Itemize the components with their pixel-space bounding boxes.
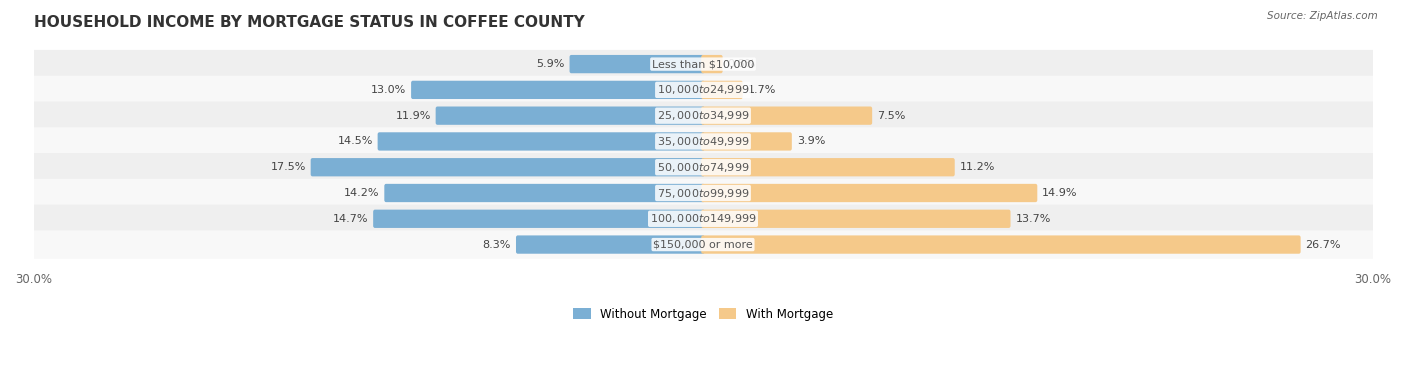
Text: 11.2%: 11.2% — [960, 162, 995, 172]
FancyBboxPatch shape — [411, 81, 704, 99]
Text: $35,000 to $49,999: $35,000 to $49,999 — [657, 135, 749, 148]
FancyBboxPatch shape — [384, 184, 704, 202]
FancyBboxPatch shape — [702, 132, 792, 150]
Text: 3.9%: 3.9% — [797, 136, 825, 146]
Text: $100,000 to $149,999: $100,000 to $149,999 — [650, 212, 756, 225]
Text: 13.0%: 13.0% — [371, 85, 406, 95]
FancyBboxPatch shape — [311, 158, 704, 176]
Text: HOUSEHOLD INCOME BY MORTGAGE STATUS IN COFFEE COUNTY: HOUSEHOLD INCOME BY MORTGAGE STATUS IN C… — [34, 15, 585, 30]
FancyBboxPatch shape — [32, 179, 1374, 207]
Text: $10,000 to $24,999: $10,000 to $24,999 — [657, 83, 749, 97]
Text: 14.2%: 14.2% — [344, 188, 380, 198]
FancyBboxPatch shape — [436, 107, 704, 125]
Text: $50,000 to $74,999: $50,000 to $74,999 — [657, 161, 749, 174]
Text: Less than $10,000: Less than $10,000 — [652, 59, 754, 69]
Text: 13.7%: 13.7% — [1015, 214, 1050, 224]
FancyBboxPatch shape — [516, 235, 704, 254]
Text: 14.5%: 14.5% — [337, 136, 373, 146]
FancyBboxPatch shape — [32, 101, 1374, 130]
Text: $25,000 to $34,999: $25,000 to $34,999 — [657, 109, 749, 122]
Text: Source: ZipAtlas.com: Source: ZipAtlas.com — [1267, 11, 1378, 21]
Text: 8.3%: 8.3% — [482, 239, 510, 250]
Text: 7.5%: 7.5% — [877, 111, 905, 121]
FancyBboxPatch shape — [702, 158, 955, 176]
FancyBboxPatch shape — [702, 55, 723, 73]
FancyBboxPatch shape — [569, 55, 704, 73]
Text: 17.5%: 17.5% — [270, 162, 305, 172]
Text: $150,000 or more: $150,000 or more — [654, 239, 752, 250]
Text: 11.9%: 11.9% — [395, 111, 430, 121]
FancyBboxPatch shape — [32, 153, 1374, 181]
Text: $75,000 to $99,999: $75,000 to $99,999 — [657, 187, 749, 199]
FancyBboxPatch shape — [373, 210, 704, 228]
FancyBboxPatch shape — [702, 81, 742, 99]
FancyBboxPatch shape — [702, 107, 872, 125]
FancyBboxPatch shape — [32, 230, 1374, 259]
Text: 0.8%: 0.8% — [727, 59, 756, 69]
Text: 1.7%: 1.7% — [748, 85, 776, 95]
FancyBboxPatch shape — [32, 50, 1374, 78]
FancyBboxPatch shape — [378, 132, 704, 150]
Text: 26.7%: 26.7% — [1306, 239, 1341, 250]
FancyBboxPatch shape — [32, 76, 1374, 104]
FancyBboxPatch shape — [702, 235, 1301, 254]
FancyBboxPatch shape — [702, 210, 1011, 228]
Text: 5.9%: 5.9% — [536, 59, 565, 69]
Text: 14.7%: 14.7% — [333, 214, 368, 224]
FancyBboxPatch shape — [32, 127, 1374, 156]
Text: 14.9%: 14.9% — [1042, 188, 1078, 198]
FancyBboxPatch shape — [702, 184, 1038, 202]
FancyBboxPatch shape — [32, 205, 1374, 233]
Legend: Without Mortgage, With Mortgage: Without Mortgage, With Mortgage — [568, 303, 838, 325]
